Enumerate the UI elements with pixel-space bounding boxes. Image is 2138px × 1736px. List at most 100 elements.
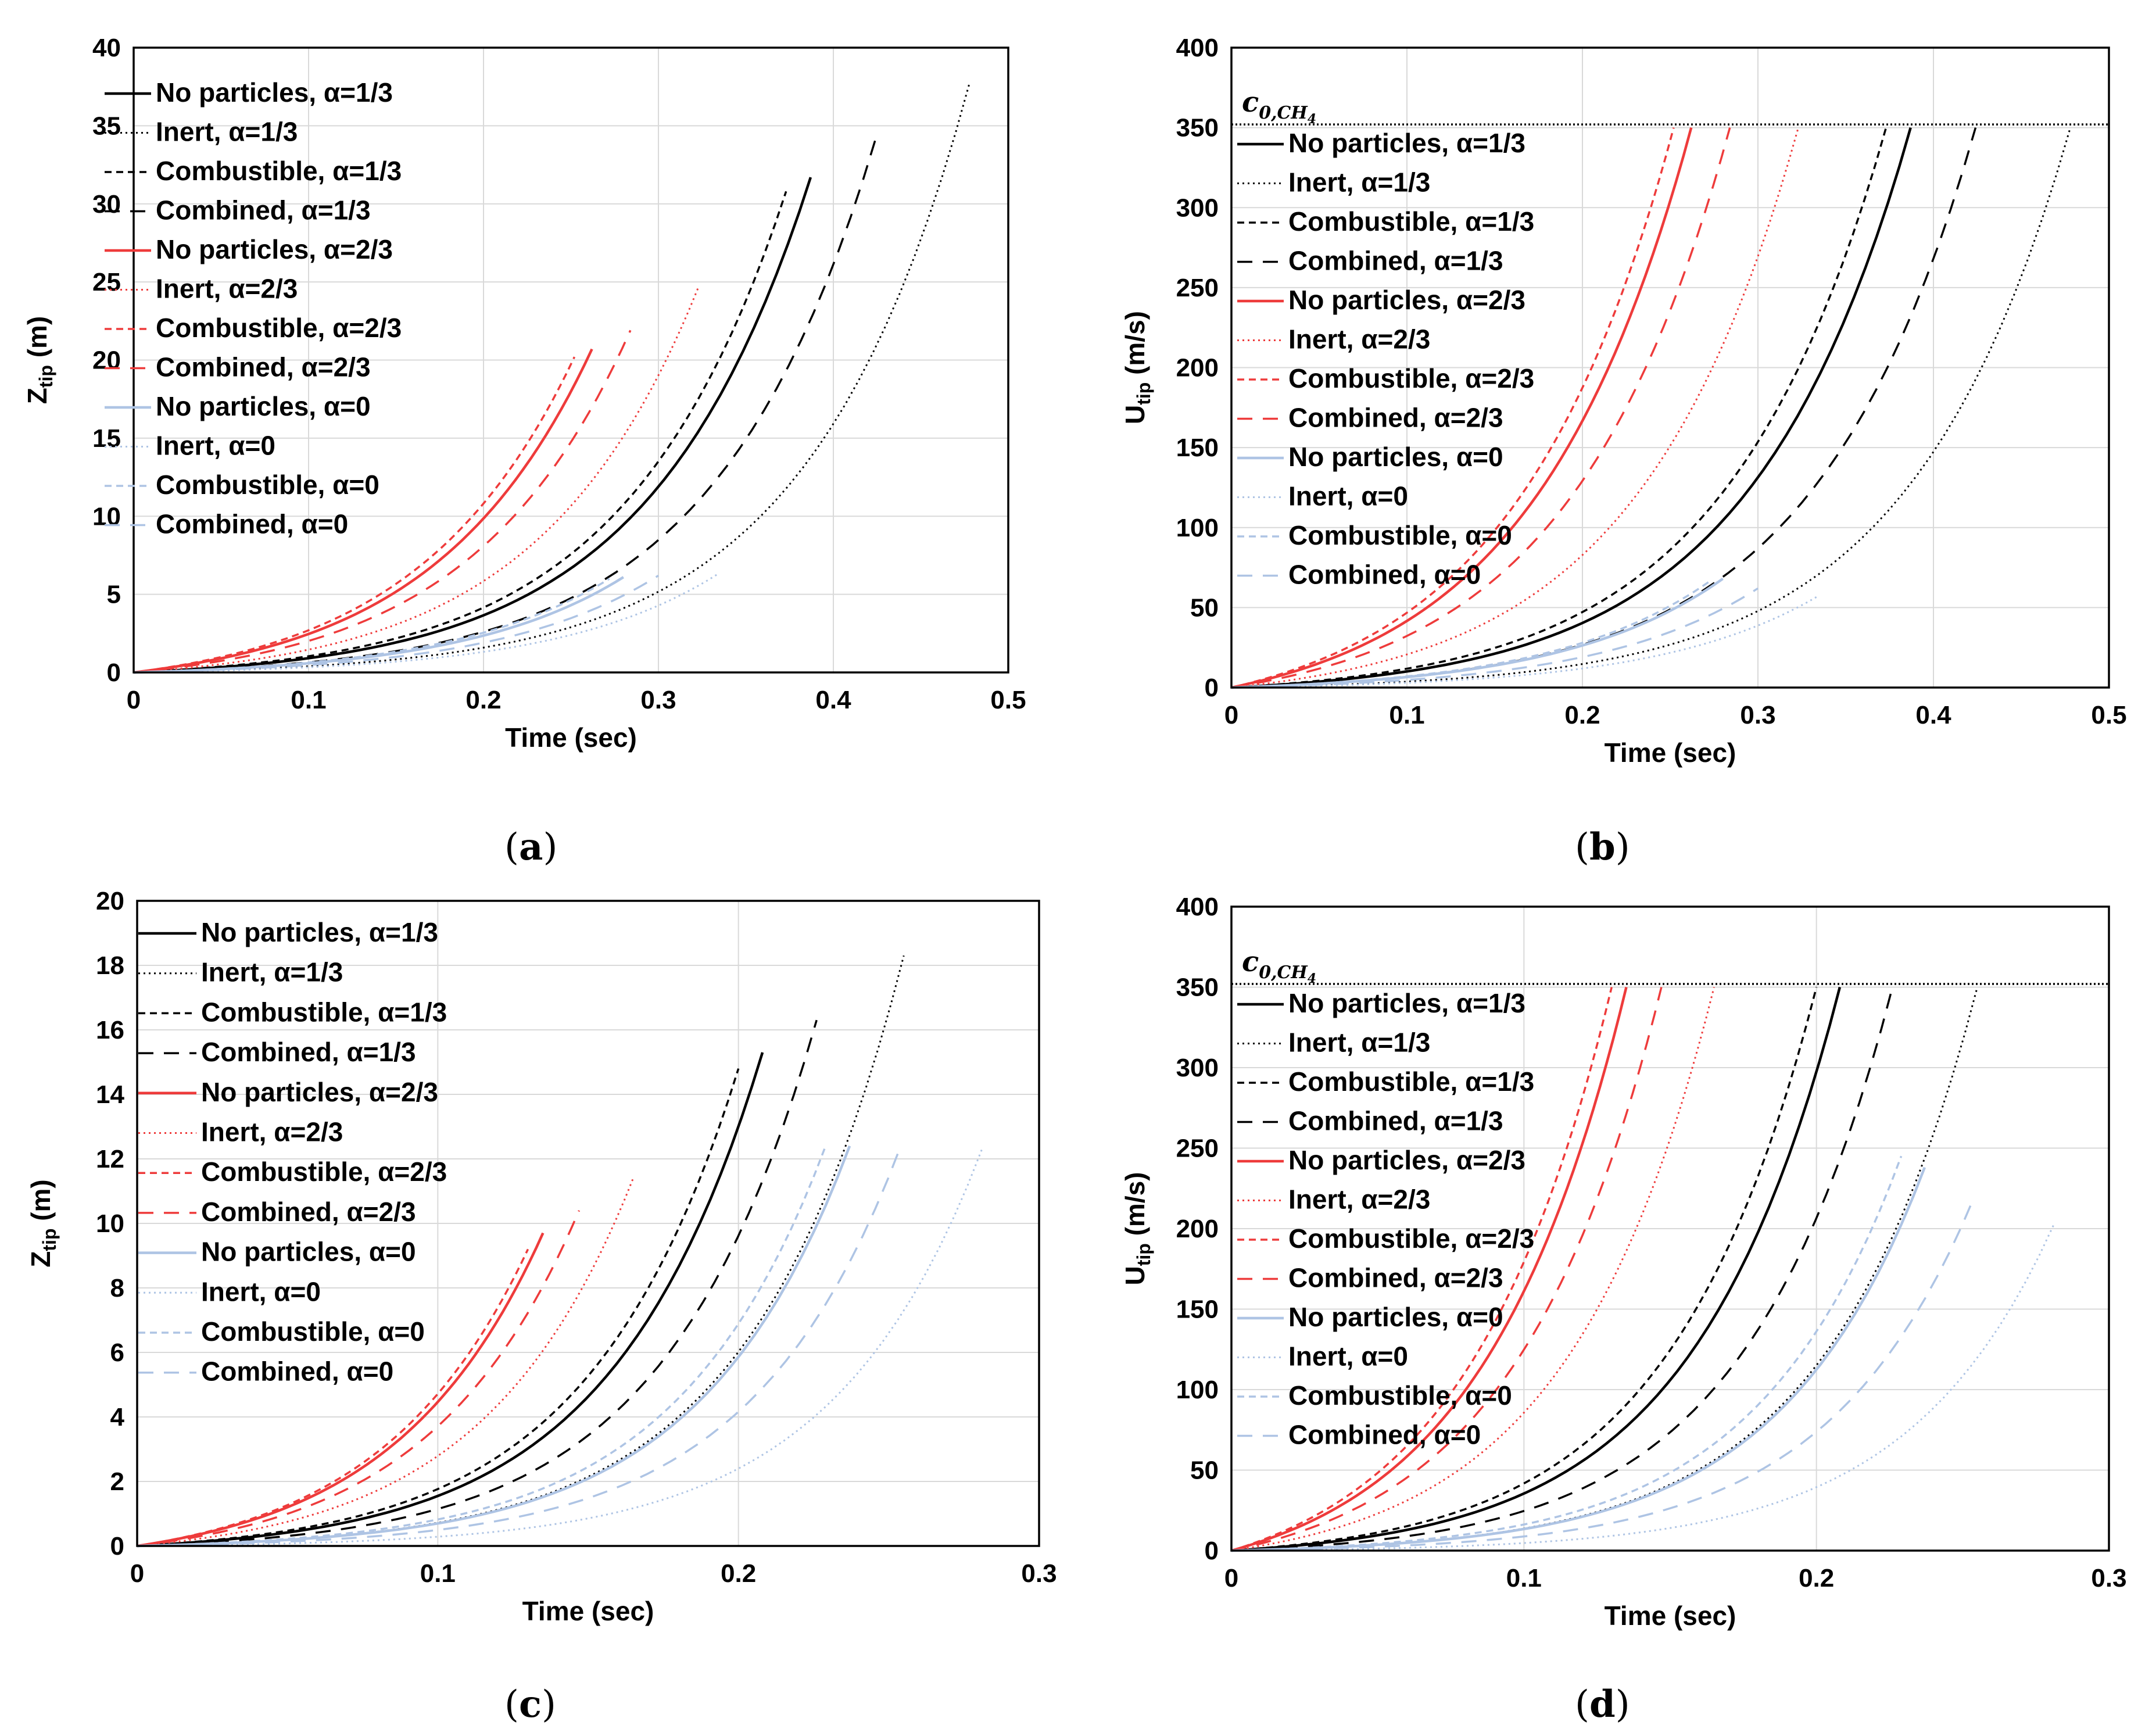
series-line-8 [1231,1166,1926,1552]
caption-a-letter: a [518,825,543,869]
y-tick-label: 14 [96,1080,124,1109]
legend-label: Combustible, α=1/3 [201,997,447,1027]
y-tick-label: 0 [107,658,121,687]
y-axis-label-sub: tip [35,365,56,388]
series-line-0 [1231,986,1842,1552]
legend-label: No particles, α=1/3 [156,77,393,108]
y-axis-label: Utip (m/s) [1120,311,1154,424]
legend-label: Combined, α=0 [1288,1420,1481,1450]
y-tick-label: 400 [1176,893,1219,921]
y-axis-label-main: Z [22,388,52,404]
y-tick-label: 8 [110,1274,124,1302]
series-line-6 [137,1248,529,1547]
y-tick-label: 5 [107,581,121,609]
y-tick-label: 10 [96,1209,124,1238]
series-line-1 [133,81,971,674]
legend-label: Combustible, α=2/3 [1288,363,1534,393]
y-tick-label: 18 [96,951,124,980]
x-tick-label: 0.5 [2091,701,2126,729]
chart-panel-b: c0,CH4 0 0.1 0.2 0.3 0.4 0.5 0 50 100 150 200 250 300… [1120,34,2127,768]
y-tick-label: 20 [96,887,124,915]
legend-label: Combined, α=1/3 [201,1037,416,1067]
legend-label: Combined, α=0 [156,509,348,539]
legend-label: Combined, α=1/3 [1288,246,1503,276]
caption-a: (a) [504,825,558,869]
series-line-3 [1231,987,1894,1552]
reference-label-sub: 0,CH [1259,103,1308,123]
y-tick-label: 0 [1205,674,1219,702]
y-tick-label: 25 [92,268,121,296]
x-tick-label: 0.3 [1740,701,1775,729]
reference-line-label: c0,CH4 [1242,86,1316,127]
x-tick-label: 0 [127,686,141,714]
legend-label: No particles, α=0 [1288,1302,1503,1332]
caption-c: (c) [504,1683,556,1726]
reference-line-label: c0,CH4 [1242,946,1316,986]
y-tick-label: 2 [110,1467,124,1496]
y-tick-label: 100 [1176,514,1219,542]
legend-label: Combustible, α=1/3 [156,156,402,186]
series-line-10 [133,578,610,674]
x-tick-label: 0.2 [1799,1564,1834,1592]
x-tick-label: 0 [1224,1564,1238,1592]
y-axis-label-main: Z [26,1251,56,1268]
legend-label: Inert, α=0 [1288,1341,1408,1372]
legend-label: Combustible, α=0 [156,470,379,500]
series-line-9 [1231,1225,2054,1552]
y-tick-label: 0 [110,1532,124,1560]
y-tick-label: 12 [96,1145,124,1173]
legend-label: No particles, α=0 [156,391,371,421]
legend: No particles, α=1/3 Inert, α=1/3 Combustib… [1237,128,1534,590]
caption-d-letter: d [1589,1683,1616,1726]
legend-label: Combustible, α=2/3 [201,1157,447,1187]
legend-label: Inert, α=1/3 [1288,1028,1430,1058]
reference-label-sub: 0,CH [1259,962,1308,983]
y-tick-label: 16 [96,1016,124,1044]
x-tick-label: 0.2 [721,1559,756,1588]
series-line-5 [137,1177,634,1547]
legend-label: No particles, α=2/3 [156,234,393,264]
y-tick-label: 250 [1176,1134,1219,1163]
series-line-1 [1231,987,1978,1552]
legend: No particles, α=1/3 Inert, α=1/3 Combustib… [138,917,447,1387]
legend-label: Combined, α=0 [201,1356,393,1387]
series-line-2 [137,1068,740,1547]
legend-label: Combustible, α=0 [201,1316,425,1347]
legend-label: Combustible, α=0 [1288,1380,1512,1411]
chart-panel-a: 0 0.1 0.2 0.3 0.4 0.5 0 5 10 15 20 25 30 35 40 Time (se… [22,34,1026,753]
series-line-11 [133,574,659,674]
x-tick-label: 0.3 [1021,1559,1057,1588]
plot-frame [132,46,1009,674]
legend-label: Combined, α=2/3 [1288,1263,1503,1293]
x-tick-label: 0.3 [640,686,676,714]
legend-label: Combustible, α=2/3 [156,313,402,343]
x-axis-label: Time (sec) [522,1596,654,1626]
y-tick-label: 40 [92,34,121,62]
legend-label: Inert, α=0 [156,431,275,461]
reference-label-main: c [1242,86,1259,119]
chart-panel-c: 0 0.1 0.2 0.3 0 2 4 6 8 10 12 14 16 18 20 Time (sec) Zti… [26,887,1057,1626]
legend-label: Inert, α=2/3 [201,1117,343,1147]
series-line-2 [1231,127,1888,689]
x-tick-label: 0.5 [990,686,1026,714]
chart-panel-d: c0,CH4 0 0.1 0.2 0.3 0 50 100 150 200 250 300 350 400… [1120,893,2127,1631]
x-tick-label: 0.4 [1915,701,1951,729]
series-line-6 [1231,127,1675,689]
legend-label: Combined, α=1/3 [156,195,371,225]
legend-label: No particles, α=1/3 [201,917,438,947]
series-line-7 [133,330,632,674]
legend-label: Inert, α=0 [1288,481,1408,511]
reference-label-sub2: 4 [1308,971,1316,986]
series-line-4 [137,1232,545,1548]
y-axis-label-main: U [1120,1266,1150,1285]
x-axis-label: Time (sec) [1605,738,1736,768]
series-line-11 [1231,1195,1976,1552]
series-line-3 [137,1019,818,1547]
legend-label: Inert, α=0 [201,1276,321,1307]
x-tick-label: 0 [130,1559,144,1588]
legend-label: Combined, α=2/3 [156,352,371,382]
y-tick-label: 350 [1176,973,1219,1002]
y-axis-label-unit: (m) [22,316,52,365]
y-tick-label: 150 [1176,1295,1219,1324]
legend-label: Inert, α=2/3 [1288,1184,1430,1215]
